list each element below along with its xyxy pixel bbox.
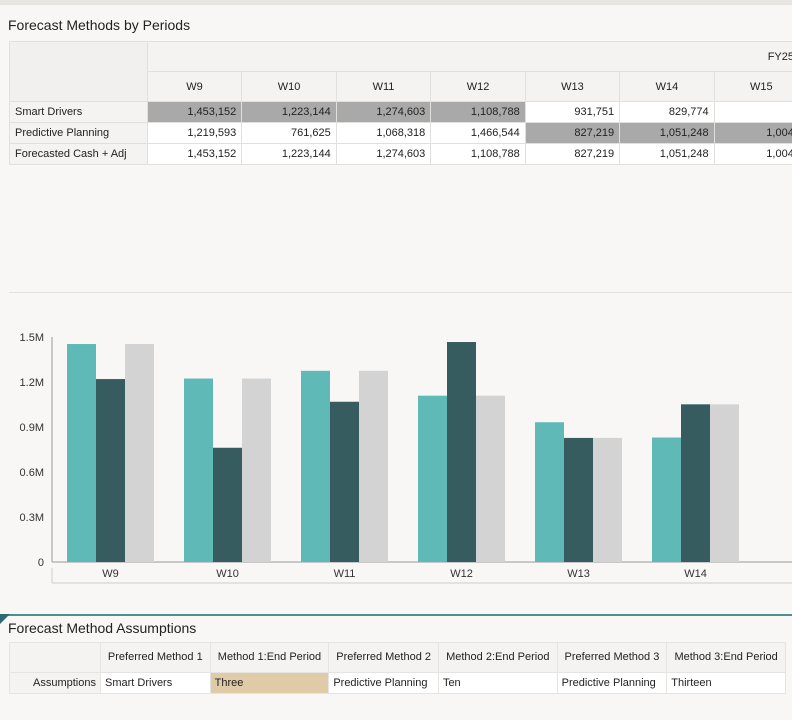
data-cell[interactable]: 827,219 <box>524 122 621 144</box>
table-row: Forecasted Cash + Adj 1,453,152 1,223,144 1… <box>9 143 792 165</box>
data-cell[interactable]: 1,453,152 <box>146 101 243 123</box>
assumption-header: Preferred Method 3 <box>556 642 668 673</box>
assumption-header: Method 1:End Period <box>209 642 330 673</box>
period-header-w9: W9 <box>146 71 243 102</box>
data-cell[interactable]: 1,068,318 <box>335 122 432 144</box>
section-marker-icon <box>0 614 10 624</box>
section-divider <box>0 614 792 616</box>
bar-w10-series-2 <box>213 447 242 562</box>
bar-w14-series-1 <box>652 437 681 562</box>
fiscal-year-header: FY25 <box>146 41 792 72</box>
y-tick-label: 0.6M <box>20 467 44 479</box>
grid-corner <box>9 642 101 673</box>
bar-w13-series-2 <box>564 437 593 562</box>
period-header-w10: W10 <box>241 71 337 102</box>
forecast-bar-chart: 0 0.3M 0.6M 0.9M 1.2M 1.5M W9 W10 W11 W12 W13 W14 <box>20 332 792 584</box>
period-header-w15: W15 <box>713 71 792 102</box>
bar-w13-series-3 <box>593 437 622 562</box>
data-cell[interactable]: 1,223,144 <box>241 143 337 165</box>
x-tick-label: W11 <box>334 568 356 580</box>
x-tick-label: W10 <box>216 568 239 580</box>
row-header-assumptions: Assumptions <box>9 672 101 694</box>
top-tab-strip <box>0 0 792 5</box>
x-tick-label: W9 <box>102 568 119 580</box>
assumption-cell[interactable]: Predictive Planning <box>328 672 439 694</box>
data-cell[interactable]: 829,774 <box>619 101 715 123</box>
bar-w9-series-1 <box>67 344 96 562</box>
data-cell[interactable]: 1,108,788 <box>430 143 526 165</box>
bar-w12-series-1 <box>418 395 447 562</box>
forecast-methods-grid: FY25 W9 W10 W11 W12 W13 W14 W15 Smart Drivers 1… <box>9 41 792 165</box>
section-title-forecast-methods: Forecast Methods by Periods <box>8 17 191 33</box>
bar-w11-series-1 <box>301 370 330 562</box>
row-header: Forecasted Cash + Adj <box>9 143 148 165</box>
data-cell[interactable]: 1,466,544 <box>430 122 526 144</box>
assumption-header: Preferred Method 2 <box>328 642 439 673</box>
data-cell[interactable] <box>713 101 792 123</box>
divider <box>9 292 792 293</box>
data-cell[interactable]: 931,751 <box>524 101 621 123</box>
row-header: Predictive Planning <box>9 122 148 144</box>
assumption-header: Method 3:End Period <box>666 642 786 673</box>
y-tick-label: 0.3M <box>20 512 44 524</box>
assumption-cell[interactable]: Thirteen <box>666 672 786 694</box>
bar-w9-series-2 <box>96 379 125 562</box>
y-tick-label: 0 <box>38 557 44 569</box>
assumption-header: Method 2:End Period <box>437 642 558 673</box>
bar-w11-series-2 <box>330 401 359 562</box>
data-cell[interactable]: 1,051,248 <box>619 143 715 165</box>
bar-w11-series-3 <box>359 370 388 562</box>
bar-w12-series-3 <box>476 395 505 562</box>
data-cell[interactable]: 1,274,603 <box>335 101 432 123</box>
bar-w14-series-3 <box>710 404 739 562</box>
data-cell[interactable]: 1,274,603 <box>335 143 432 165</box>
data-cell[interactable]: 827,219 <box>524 143 621 165</box>
assumption-header: Preferred Method 1 <box>100 642 211 673</box>
table-row: Predictive Planning 1,219,593 761,625 1,068… <box>9 122 792 144</box>
grid-corner <box>9 41 148 102</box>
bar-w10-series-3 <box>242 378 271 562</box>
x-tick-label: W12 <box>450 568 473 580</box>
assumption-cell[interactable]: Three <box>209 672 330 694</box>
assumption-cell[interactable]: Smart Drivers <box>100 672 211 694</box>
period-header-w14: W14 <box>619 71 715 102</box>
period-header-w11: W11 <box>335 71 432 102</box>
data-cell[interactable]: 1,004,6 <box>713 143 792 165</box>
bar-w12-series-2 <box>447 342 476 562</box>
section-title-assumptions: Forecast Method Assumptions <box>8 620 197 636</box>
assumptions-grid: Preferred Method 1 Method 1:End Period Pre… <box>9 642 786 694</box>
data-cell[interactable]: 1,004,6 <box>713 122 792 144</box>
x-tick-label: W14 <box>684 568 707 580</box>
data-cell[interactable]: 1,223,144 <box>241 101 337 123</box>
bar-w14-series-2 <box>681 404 710 562</box>
bar-w13-series-1 <box>535 422 564 562</box>
data-cell[interactable]: 1,108,788 <box>430 101 526 123</box>
data-cell[interactable]: 1,453,152 <box>146 143 243 165</box>
row-header: Smart Drivers <box>9 101 148 123</box>
data-cell[interactable]: 761,625 <box>241 122 337 144</box>
data-cell[interactable]: 1,051,248 <box>619 122 715 144</box>
y-tick-label: 0.9M <box>20 422 44 434</box>
bar-w9-series-3 <box>125 344 154 562</box>
assumption-cell[interactable]: Predictive Planning <box>556 672 668 694</box>
table-row: Smart Drivers 1,453,152 1,223,144 1,274,603… <box>9 101 792 123</box>
bar-w10-series-1 <box>184 378 213 562</box>
data-cell[interactable]: 1,219,593 <box>146 122 243 144</box>
period-header-w12: W12 <box>430 71 526 102</box>
y-tick-label: 1.5M <box>20 332 44 344</box>
y-tick-label: 1.2M <box>20 377 44 389</box>
x-tick-label: W13 <box>567 568 590 580</box>
assumption-cell[interactable]: Ten <box>437 672 558 694</box>
period-header-w13: W13 <box>524 71 621 102</box>
